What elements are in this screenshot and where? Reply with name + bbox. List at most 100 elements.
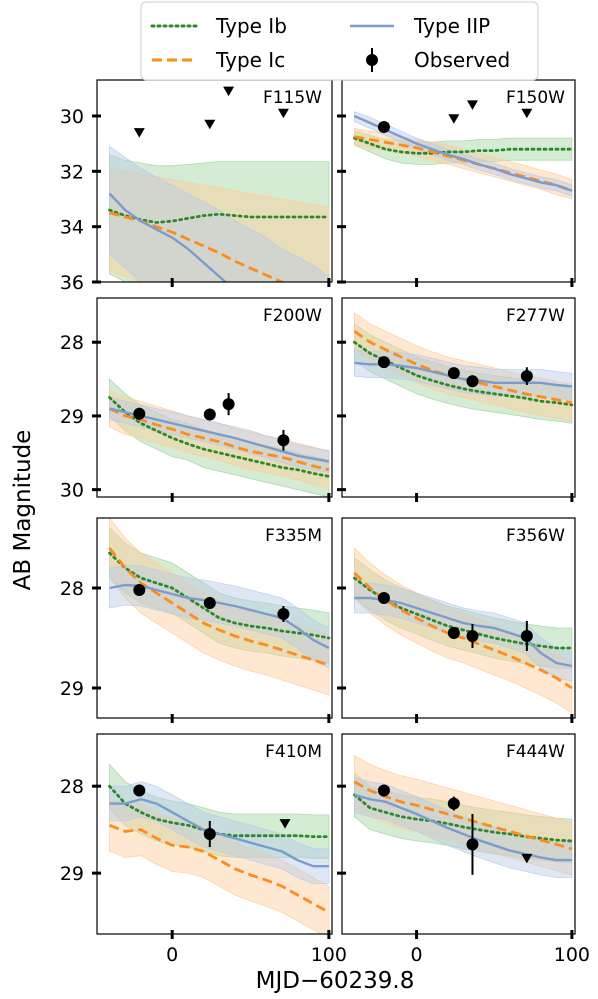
panel-f150w: F150W [337,79,576,287]
panel-f356w-plot-area [353,547,574,714]
legend-item-ib: Type Ib [150,14,287,38]
panel-f335m-ytick-label-0: 28 [60,578,84,600]
panel-f115w-ic-band [109,168,330,282]
panel-f200w-observed-point-1 [203,408,216,421]
panel-f115w-upper-limit-2 [223,86,235,97]
panel-f200w-ytick-label-0: 28 [60,332,84,354]
legend-label-ic: Type Ic [215,48,285,72]
panel-f277w-frame [341,297,576,498]
panel-f150w-ib-line [353,136,574,155]
panel-f410m-frame [96,733,333,935]
panel-f410m-ytick-label-1: 29 [60,863,84,885]
panel-f150w-iip-line [353,114,573,192]
panels-layer: 30 32 34 36 F115W F150W 28 29 30 F200W F277W 28 29 F3… [60,79,590,966]
panel-f335m-iip-line [109,583,330,650]
panel-f444w-plot-area [353,755,574,878]
panel-f277w-filter-label: F277W [506,306,565,326]
panel-f115w: 30 32 34 36 F115W [60,79,333,294]
panel-f335m-filter-label: F335M [265,526,322,546]
panel-f444w-xtick-label-0: 0 [411,944,423,966]
panel-f356w-observed-point-3 [520,630,533,642]
panel-f277w-observed-point-2 [466,375,479,388]
panel-f277w-observed-point-1 [447,367,460,380]
panel-f410m: 28 29 0 100 F410M [60,733,347,966]
panel-f150w-filter-label: F150W [506,88,565,108]
panel-f335m-plot-area [108,518,331,696]
panel-f356w-iip-line [354,596,573,668]
panel-f410m-ic-line [108,823,330,914]
panel-f150w-observed-point-0 [377,121,390,134]
panel-f277w: F277W [337,297,576,502]
panel-f115w-filter-label: F115W [263,88,322,108]
legend-label-obs: Observed [414,48,510,72]
panel-f444w-iip-line [354,793,572,862]
panel-f277w-ib-line [353,340,574,407]
panel-f200w-ytick-label-1: 29 [60,406,84,428]
panel-f444w-filter-label: F444W [506,742,565,762]
panel-f277w-plot-area [353,311,574,424]
panel-f150w-upper-limit-0 [448,114,460,124]
x-axis-label: MJD−60239.8 [256,968,415,994]
panel-f277w-observed-point-3 [520,370,533,383]
panel-f444w-observed-point-1 [447,797,460,810]
panel-f444w-ib-line [353,793,574,843]
panel-f200w-frame [96,297,333,498]
panel-f150w-upper-limit-1 [466,100,478,110]
panel-f444w-frame [341,733,576,935]
panel-f335m-observed-point-1 [203,597,216,609]
panel-f356w: F356W [337,517,576,723]
panel-f200w-iip-line [109,407,330,463]
panel-f115w-ytick-label-3: 36 [60,272,84,294]
panel-f335m-observed-point-0 [133,584,146,596]
legend-item-iip: Type IIP [350,14,490,38]
panel-f200w-observed-point-0 [133,407,146,420]
panel-f356w-observed-point-1 [447,627,460,639]
panel-f115w-ib-band [109,154,330,282]
panel-f277w-iip-line [354,361,573,388]
panel-f335m-ic-band [109,518,330,696]
panel-f356w-frame [341,517,576,719]
panel-f444w-upper-limit-0 [521,853,533,864]
y-axis-label: AB Magnitude [10,430,36,591]
panel-f200w-ytick-label-2: 30 [60,480,84,502]
panel-f410m-observed-point-1 [203,828,216,840]
panel-f356w-filter-label: F356W [506,526,565,546]
panel-f115w-ytick-label-1: 32 [60,161,84,183]
panel-f335m-frame [96,517,333,719]
panel-f444w-ic-line [353,780,573,851]
panel-f444w-observed-point-2 [466,838,479,851]
legend-item-obs: Observed [366,48,510,72]
panel-f115w-upper-limit-3 [277,108,289,119]
panel-f410m-ytick-label-0: 28 [60,776,84,798]
panel-f200w-ic-line [108,407,330,472]
panel-f356w-observed-point-0 [377,592,390,604]
panel-f410m-plot-area [108,763,331,934]
panel-f335m-ytick-label-1: 29 [60,678,84,700]
panel-f356w-iip-band [354,582,573,682]
panel-f410m-filter-label: F410M [265,742,322,762]
panel-f444w-xtick-label-1: 100 [554,944,590,966]
panel-f115w-ytick-label-2: 34 [60,217,84,239]
panel-f200w-ib-line [108,396,331,478]
panel-f150w-plot-area [353,100,574,200]
panel-f200w-ib-band [109,378,330,497]
panel-f115w-iip-line [108,192,228,282]
panel-f115w-ytick-label-0: 30 [60,106,84,128]
panel-f115w-iip-band [109,145,330,282]
panel-f410m-iip-line [109,797,329,868]
panel-f115w-ib-line [108,208,331,224]
panel-f115w-upper-limit-1 [204,119,216,130]
panel-f335m-observed-point-2 [277,608,290,620]
panel-f150w-upper-limit-2 [521,108,533,119]
panel-f356w-ic-line [353,571,573,690]
panel-f410m-observed-point-0 [133,784,146,797]
legend-frame [140,1,539,81]
panel-f277w-ic-band [354,311,573,422]
panel-f277w-observed-point-0 [377,356,390,369]
legend-marker-icon [366,54,378,66]
legend-item-ic: Type Ic [152,48,285,72]
panel-f335m: 28 29 F335M [60,517,333,723]
panel-f115w-upper-limit-0 [133,128,145,138]
panel-f200w-observed-point-2 [222,398,235,411]
